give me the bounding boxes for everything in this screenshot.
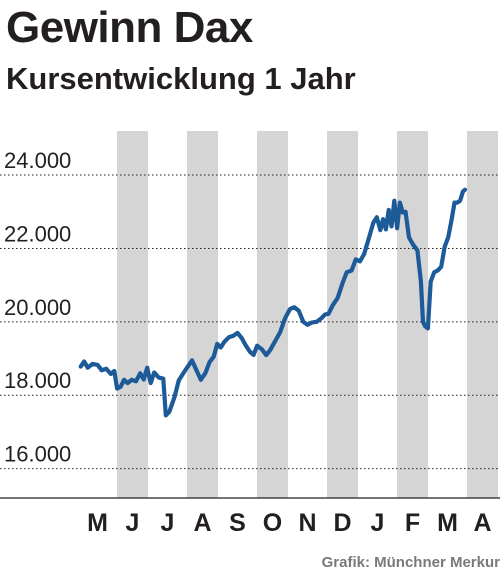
- x-tick-label: J: [371, 509, 385, 537]
- y-tick-label: 16.000: [4, 442, 71, 467]
- month-band-1: [117, 131, 148, 498]
- y-axis-tick-labels: 16.000 18.000 20.000 22.000 24.000: [4, 148, 71, 467]
- source-credit: Grafik: Münchner Merkur: [321, 554, 500, 571]
- chart-subtitle: Kursentwicklung 1 Jahr: [6, 61, 356, 96]
- y-tick-label: 24.000: [4, 148, 71, 173]
- chart-title: Gewinn Dax: [6, 3, 253, 52]
- y-tick-label: 18.000: [4, 368, 71, 393]
- x-tick-label: M: [87, 509, 108, 537]
- y-tick-label: 22.000: [4, 221, 71, 246]
- y-tick-label: 20.000: [4, 295, 71, 320]
- month-band-5: [257, 131, 288, 498]
- x-tick-label: S: [229, 509, 246, 537]
- x-tick-label: J: [126, 509, 140, 537]
- x-tick-label: A: [193, 509, 211, 537]
- series-lines: [78, 187, 468, 418]
- month-band-11: [467, 131, 498, 498]
- month-band-3: [187, 131, 218, 498]
- series-line-0: [78, 187, 468, 418]
- x-tick-label: N: [298, 509, 316, 537]
- month-bands: [117, 131, 498, 498]
- x-tick-label: D: [333, 509, 351, 537]
- x-tick-label: F: [405, 509, 420, 537]
- x-tick-label: J: [161, 509, 175, 537]
- x-tick-label: M: [437, 509, 458, 537]
- x-tick-label: A: [473, 509, 491, 537]
- x-tick-label: O: [263, 509, 282, 537]
- month-band-7: [327, 131, 358, 498]
